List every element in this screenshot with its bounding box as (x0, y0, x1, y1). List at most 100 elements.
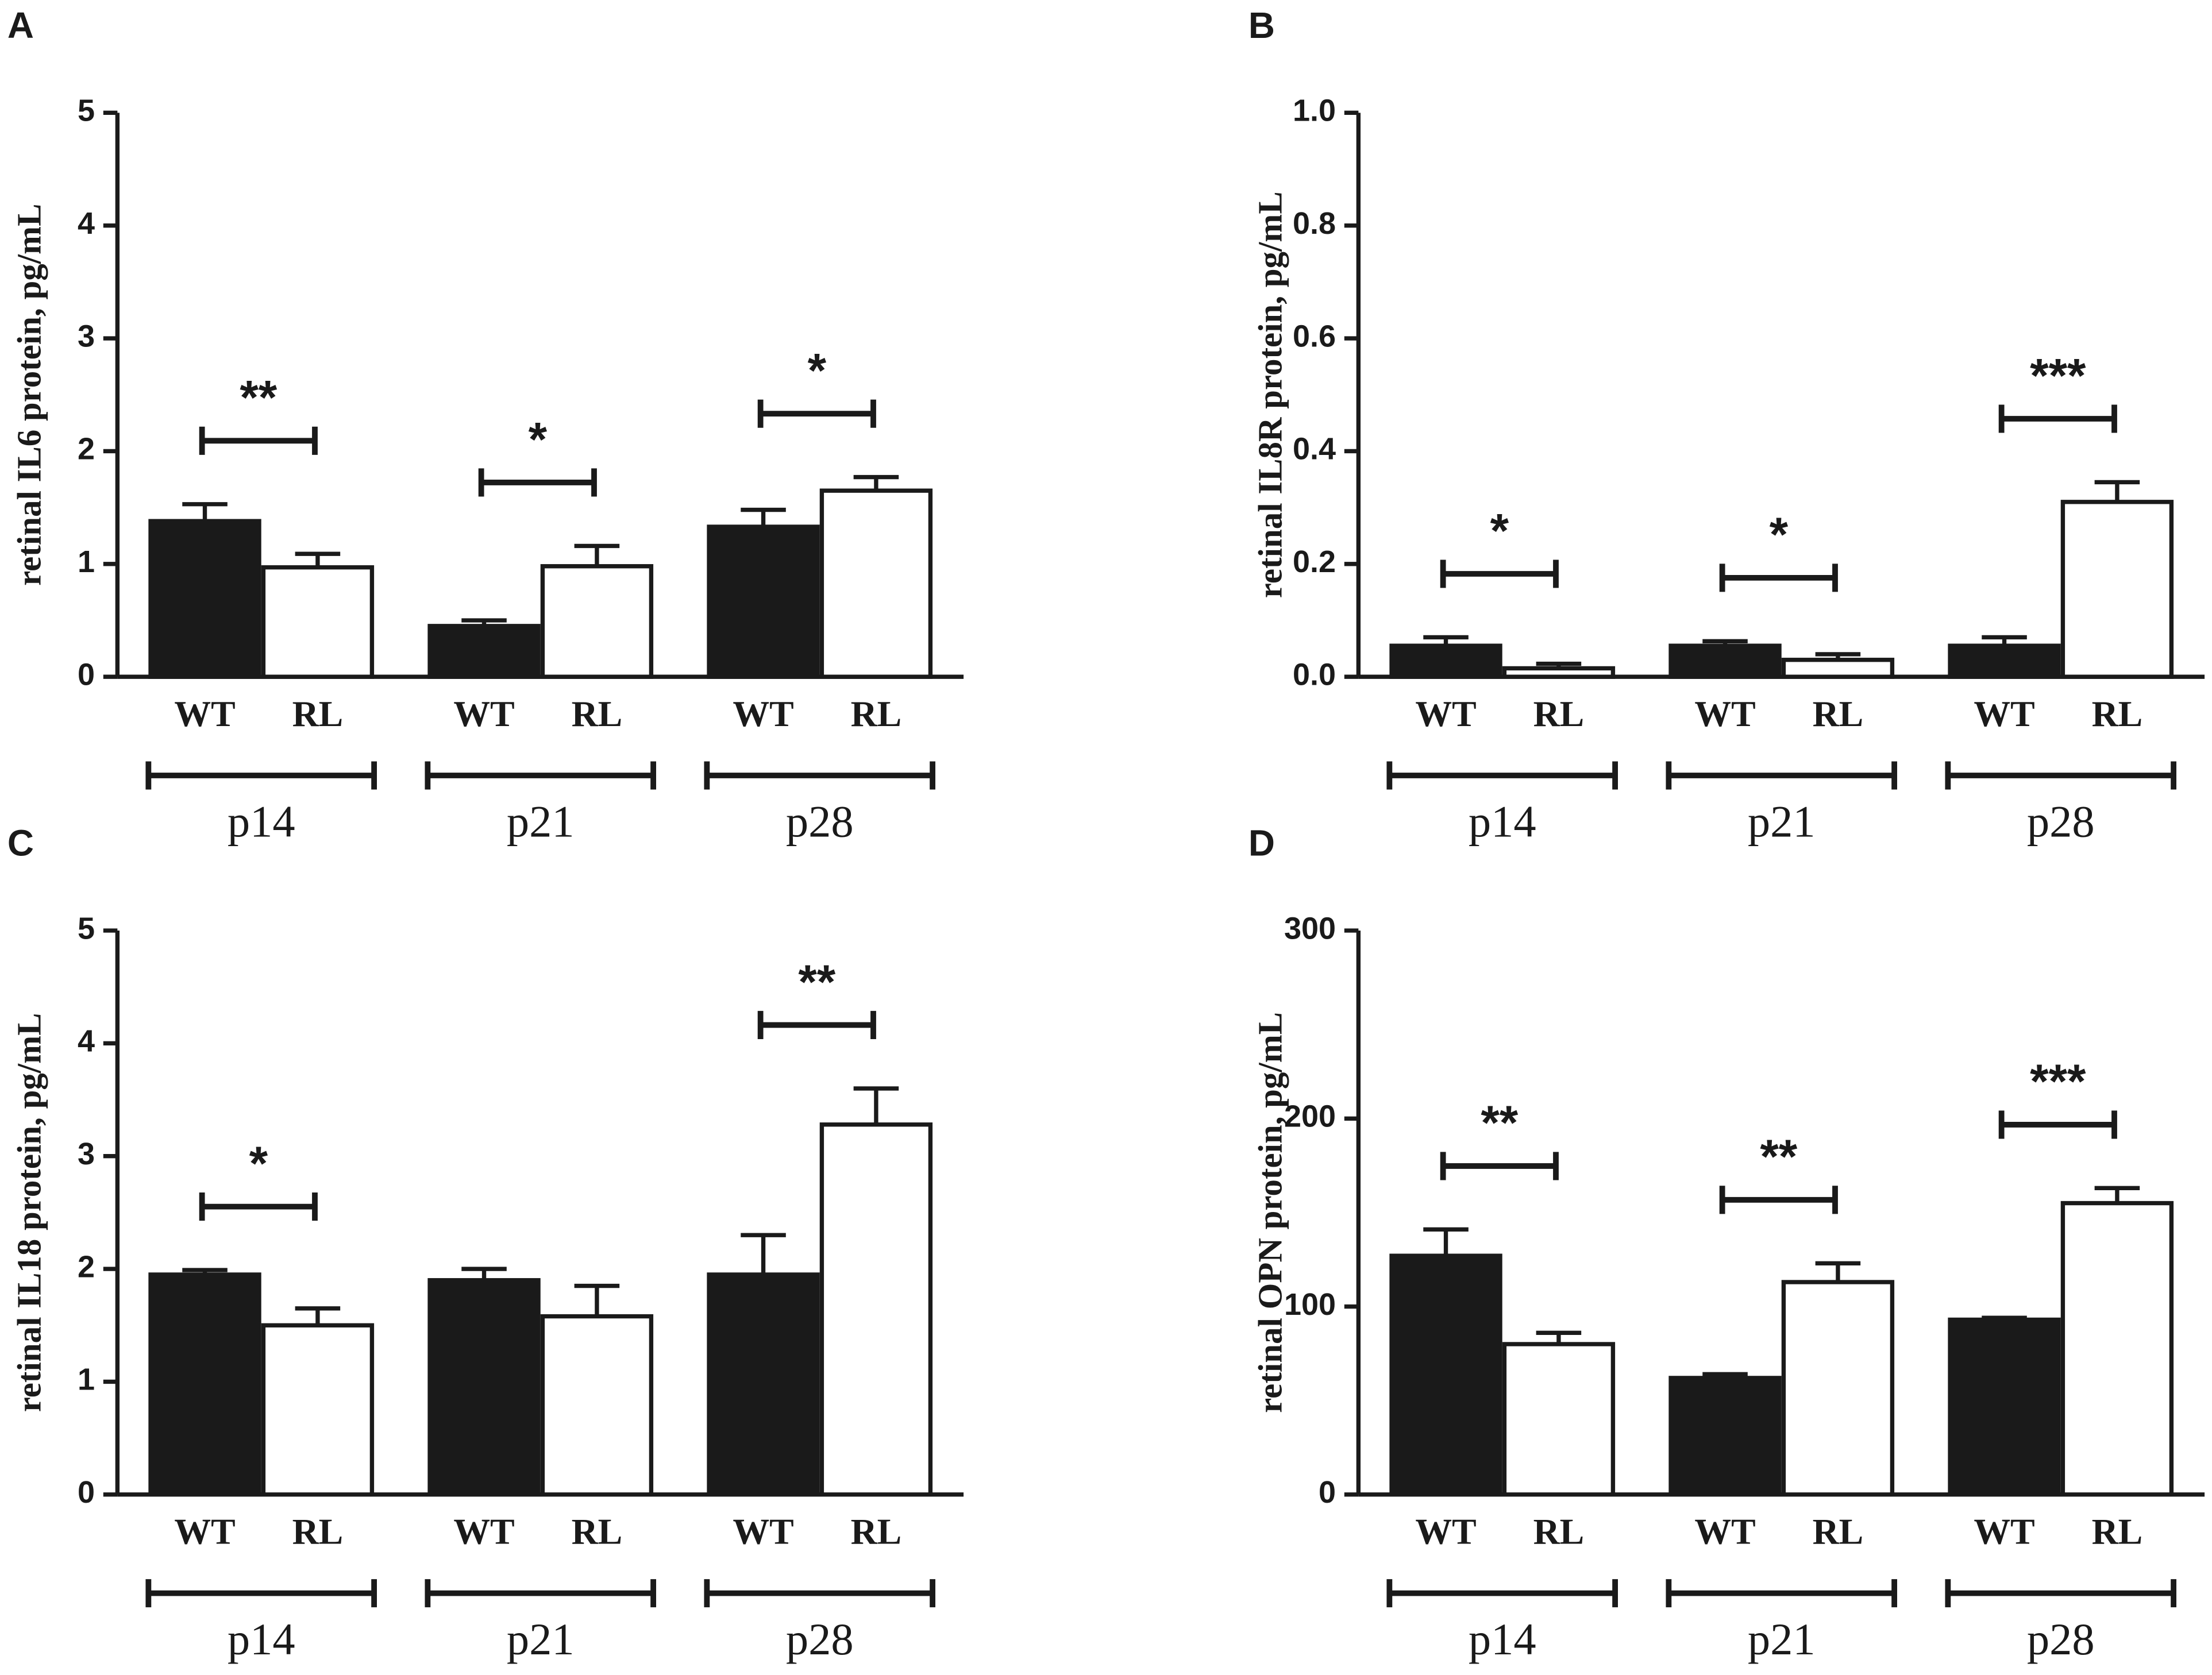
x-tick-label: WT (453, 693, 514, 734)
y-tick-label: 100 (1284, 1287, 1336, 1322)
x-tick-label: WT (174, 1511, 235, 1552)
bar (2060, 500, 2174, 679)
x-tick-label: RL (292, 693, 344, 734)
bar (1389, 1253, 1502, 1497)
y-tick-label: 0.2 (1293, 545, 1336, 579)
bar (707, 1272, 820, 1497)
group-label: p21 (507, 1614, 575, 1664)
x-tick-label: WT (174, 693, 235, 734)
y-tick-label: 1.0 (1293, 94, 1336, 128)
bar (261, 1323, 375, 1497)
y-axis-label: retinal IL8R protein, pg/mL (1252, 191, 1289, 598)
x-tick-label: WT (1415, 693, 1476, 734)
x-tick-label: WT (1694, 693, 1755, 734)
bar (1668, 1376, 1782, 1497)
bar (1668, 643, 1782, 679)
bar (1781, 1280, 1895, 1497)
bar (819, 488, 933, 679)
y-tick-label: 300 (1284, 911, 1336, 945)
bar (148, 1272, 261, 1497)
y-tick-label: 4 (78, 1024, 95, 1059)
bar (540, 1314, 654, 1497)
significance-label: * (808, 343, 827, 397)
x-tick-label: RL (1533, 1511, 1585, 1552)
y-axis-label: retinal IL18 protein, pg/mL (11, 1013, 48, 1412)
bar (1781, 658, 1895, 679)
group-label: p28 (786, 796, 854, 846)
significance-label: * (1490, 503, 1509, 557)
x-tick-label: WT (1974, 693, 2034, 734)
bar (148, 519, 261, 679)
y-tick-label: 5 (78, 94, 95, 128)
x-tick-label: WT (1694, 1511, 1755, 1552)
y-tick-label: 0.0 (1293, 657, 1336, 692)
significance-label: *** (2030, 1054, 2086, 1108)
significance-label: * (1770, 507, 1789, 561)
y-axis-label: retinal OPN protein, pg/mL (1252, 1012, 1289, 1413)
y-tick-label: 2 (78, 432, 95, 466)
bar (707, 524, 820, 679)
y-tick-label: 2 (78, 1249, 95, 1284)
significance-label: * (249, 1136, 268, 1190)
group-label: p21 (1748, 1614, 1816, 1664)
x-tick-label: RL (851, 1511, 902, 1552)
group-label: p14 (1469, 1614, 1536, 1664)
panel-label: C (7, 823, 34, 864)
y-tick-label: 5 (78, 911, 95, 945)
significance-label: ** (1481, 1095, 1518, 1149)
group-label: p21 (1748, 796, 1816, 846)
bar (1948, 1317, 2061, 1497)
x-tick-label: WT (1415, 1511, 1476, 1552)
x-tick-label: RL (1813, 693, 1864, 734)
bar (261, 565, 375, 679)
x-tick-label: RL (572, 1511, 623, 1552)
x-tick-label: RL (572, 693, 623, 734)
x-tick-label: WT (733, 1511, 793, 1552)
x-tick-label: WT (453, 1511, 514, 1552)
group-label: p14 (228, 796, 295, 846)
significance-label: ** (1760, 1129, 1797, 1183)
y-tick-label: 0 (1319, 1475, 1336, 1510)
y-tick-label: 0 (78, 1475, 95, 1510)
y-tick-label: 0 (78, 657, 95, 692)
panel-label: A (7, 5, 34, 46)
bar (1502, 666, 1616, 679)
x-tick-label: RL (2092, 1511, 2143, 1552)
y-tick-label: 1 (78, 545, 95, 579)
bar (2060, 1201, 2174, 1497)
x-tick-label: RL (1533, 693, 1585, 734)
y-tick-label: 0.6 (1293, 319, 1336, 353)
bar (819, 1122, 933, 1497)
bar (1389, 643, 1502, 679)
x-tick-label: RL (292, 1511, 344, 1552)
group-label: p21 (507, 796, 575, 846)
y-axis-label: retinal IL6 protein, pg/mL (11, 204, 48, 586)
significance-label: ** (240, 370, 277, 424)
bar (1948, 643, 2061, 679)
y-tick-label: 3 (78, 319, 95, 353)
group-label: p28 (2027, 1614, 2095, 1664)
bar (427, 1278, 541, 1497)
bar (1502, 1342, 1616, 1497)
significance-label: ** (798, 955, 835, 1009)
group-label: p28 (786, 1614, 854, 1664)
x-tick-label: WT (733, 693, 793, 734)
panel-label: B (1248, 5, 1275, 46)
y-tick-label: 1 (78, 1363, 95, 1397)
y-tick-label: 200 (1284, 1099, 1336, 1134)
significance-label: * (529, 412, 548, 466)
group-label: p14 (228, 1614, 295, 1664)
panel-label: D (1248, 823, 1275, 864)
significance-label: *** (2030, 348, 2086, 402)
group-label: p14 (1469, 796, 1536, 846)
y-tick-label: 0.8 (1293, 206, 1336, 241)
group-label: p28 (2027, 796, 2095, 846)
x-tick-label: WT (1974, 1511, 2034, 1552)
y-tick-label: 3 (78, 1137, 95, 1171)
x-tick-label: RL (2092, 693, 2143, 734)
x-tick-label: RL (851, 693, 902, 734)
y-tick-label: 0.4 (1293, 432, 1336, 466)
y-tick-label: 4 (78, 206, 95, 241)
bar (427, 624, 541, 679)
